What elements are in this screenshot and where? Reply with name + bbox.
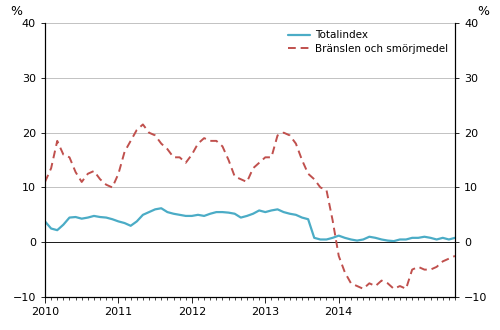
Text: %: %: [10, 5, 22, 17]
Text: %: %: [478, 5, 490, 17]
Legend: Totalindex, Bränslen och smörjmedel: Totalindex, Bränslen och smörjmedel: [286, 28, 450, 55]
